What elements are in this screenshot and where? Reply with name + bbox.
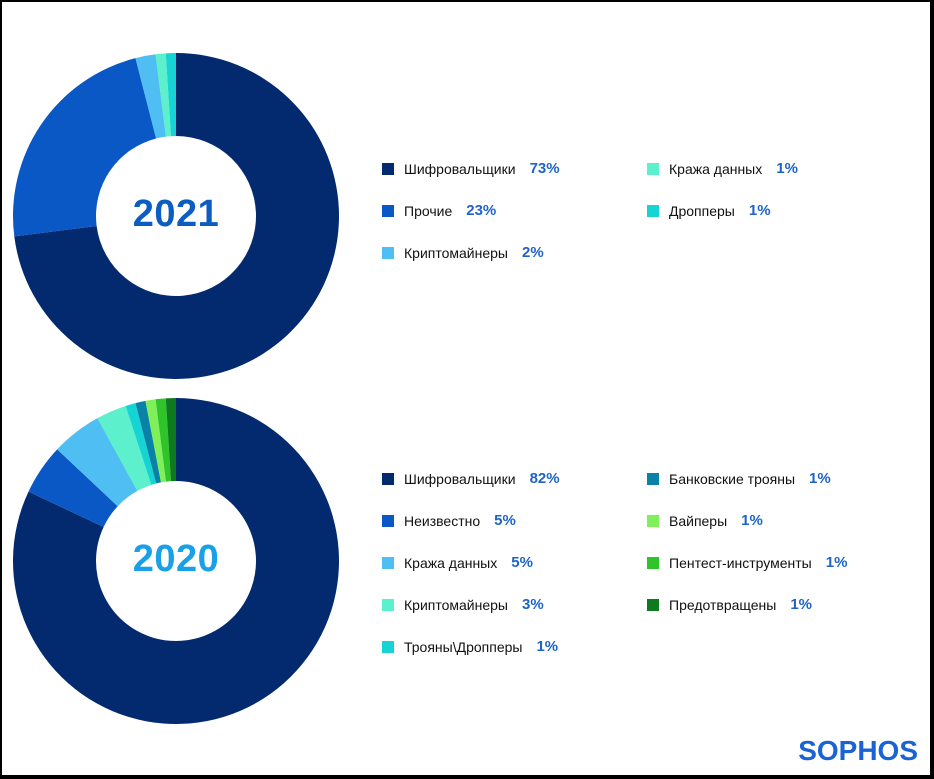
chart-title-2021: 2021 [132, 193, 220, 235]
legend-item: Шифровальщики 82% [382, 470, 560, 487]
legend-value: 73% [529, 160, 560, 177]
legend-swatch [647, 162, 659, 175]
legend-value: 1% [790, 596, 813, 613]
legend-item: Шифровальщики 73% [382, 160, 560, 177]
legend-item: Прочие 23% [382, 202, 496, 219]
legend-label: Банковские трояны [669, 470, 796, 487]
donut-slice-7 [145, 399, 166, 483]
legend-item: Кража данных 5% [382, 554, 533, 571]
legend-swatch [647, 472, 659, 485]
donut-slice-9 [165, 398, 176, 482]
donut-slice-2 [28, 449, 118, 527]
legend-value: 1% [809, 470, 831, 487]
legend-value: 23% [466, 202, 497, 219]
legend-item: Банковские трояны 1% [647, 470, 831, 487]
donut-slice-4 [155, 53, 171, 137]
donut-slice-6 [135, 400, 162, 484]
legend-label: Пентест-инструменты [669, 554, 812, 571]
chart-title-2020: 2020 [132, 538, 220, 580]
legend-label: Неизвестно [404, 512, 481, 529]
legend-swatch [647, 204, 659, 217]
legend-item: Дропперы 1% [647, 202, 771, 219]
donut-slice-5 [125, 403, 157, 485]
legend-item: Предотвращены 1% [647, 596, 812, 613]
legend-swatch [382, 556, 394, 569]
legend-value: 5% [494, 512, 516, 529]
donut-slice-1 [12, 398, 340, 724]
legend-label: Дропперы [669, 202, 735, 219]
legend-value: 3% [521, 596, 544, 613]
donut-slice-3 [135, 54, 166, 139]
legend-label: Криптомайнеры [404, 596, 508, 613]
legend-item: Пентест-инструменты 1% [647, 554, 847, 571]
legend-value: 82% [529, 470, 560, 487]
sophos-logo: SOPHOS [798, 735, 918, 766]
legend-label: Прочие [404, 202, 453, 219]
legend-item: Неизвестно 5% [382, 512, 516, 529]
legend-label: Кража данных [669, 160, 763, 177]
legend-label: Криптомайнеры [404, 244, 508, 261]
legend-swatch [382, 640, 394, 653]
legend-value: 1% [536, 638, 559, 655]
donut-slice-4 [97, 405, 152, 491]
legend-value: 5% [511, 554, 533, 571]
legend-swatch [647, 556, 659, 569]
legend-item: Трояны\Дропперы 1% [382, 638, 558, 655]
legend-swatch [382, 514, 394, 527]
legend-value: 2% [521, 244, 544, 261]
legend-value: 1% [825, 554, 848, 571]
donut-chart-2021 [12, 53, 339, 379]
donut-slice-3 [57, 418, 138, 507]
donut-slice-2 [12, 58, 157, 237]
legend-label: Предотвращены [669, 596, 777, 613]
donut-slice-8 [155, 398, 171, 482]
legend-label: Вайперы [669, 512, 728, 529]
legend-item: Криптомайнеры 2% [382, 244, 544, 261]
legend-swatch [382, 246, 394, 259]
legend-swatch [382, 204, 394, 217]
legend-value: 1% [776, 160, 798, 177]
legend-value: 1% [748, 202, 771, 219]
legend-swatch [647, 598, 659, 611]
legend-label: Шифровальщики [404, 160, 516, 177]
legend-item: Кража данных 1% [647, 160, 798, 177]
legend-swatch [382, 598, 394, 611]
donut-slice-1 [14, 53, 339, 379]
donut-slice-5 [165, 53, 176, 137]
legend-value: 1% [741, 512, 763, 529]
legend-item: Криптомайнеры 3% [382, 596, 544, 613]
legend-swatch [382, 472, 394, 485]
legend-label: Кража данных [404, 554, 498, 571]
legend-swatch [382, 162, 394, 175]
donut-chart-2020 [12, 398, 340, 724]
legend-item: Вайперы 1% [647, 512, 763, 529]
legend-swatch [647, 514, 659, 527]
legend-label: Трояны\Дропперы [404, 638, 523, 655]
legend-label: Шифровальщики [404, 470, 516, 487]
